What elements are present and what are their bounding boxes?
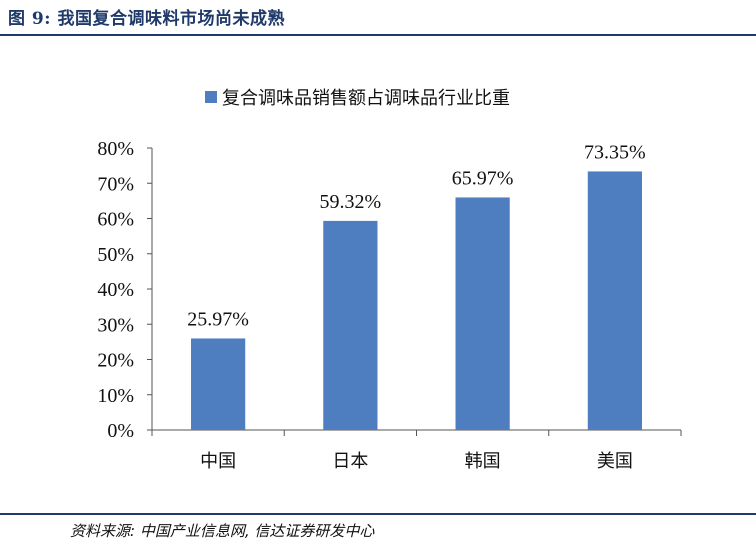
x-tick-label: 韩国 (465, 451, 501, 472)
data-labels: 25.97% 59.32% 65.97% 73.35% (187, 141, 645, 330)
y-tick-label: 30% (97, 314, 134, 336)
legend: 复合调味品销售额占调味品行业比重 (205, 88, 510, 109)
bar (587, 171, 642, 430)
data-label: 73.35% (584, 141, 646, 163)
y-tick-label: 80% (97, 138, 134, 160)
source-note: 资料来源: 中国产业信息网, 信达证券研发中心 (70, 522, 375, 540)
x-tick-label: 日本 (332, 451, 368, 472)
y-tick-label: 40% (97, 279, 134, 301)
y-axis: 0% 10% 20% 30% 40% 50% 60% 70% 80% (97, 138, 153, 442)
data-label: 25.97% (187, 308, 249, 330)
title-rule (0, 34, 756, 36)
bar (323, 220, 378, 430)
y-tick-label: 10% (97, 385, 134, 407)
x-tick-label: 中国 (200, 451, 236, 472)
x-tick-label: 美国 (597, 451, 633, 472)
x-axis: 中国 日本 韩国 美国 (151, 429, 682, 472)
legend-swatch (205, 91, 217, 103)
legend-label: 复合调味品销售额占调味品行业比重 (222, 88, 510, 109)
y-tick-label: 70% (97, 173, 134, 195)
data-label: 65.97% (452, 167, 514, 189)
y-tick-label: 50% (97, 244, 134, 266)
data-label: 59.32% (320, 191, 382, 213)
source-rule (0, 513, 756, 515)
bar (191, 338, 246, 430)
y-tick-label: 60% (97, 209, 134, 231)
bar (455, 197, 510, 430)
y-tick-label: 0% (107, 420, 134, 442)
y-tick-label: 20% (97, 350, 134, 372)
figure-title: 图 9: 我国复合调味料市场尚未成熟 (8, 9, 285, 29)
bars (191, 171, 642, 430)
